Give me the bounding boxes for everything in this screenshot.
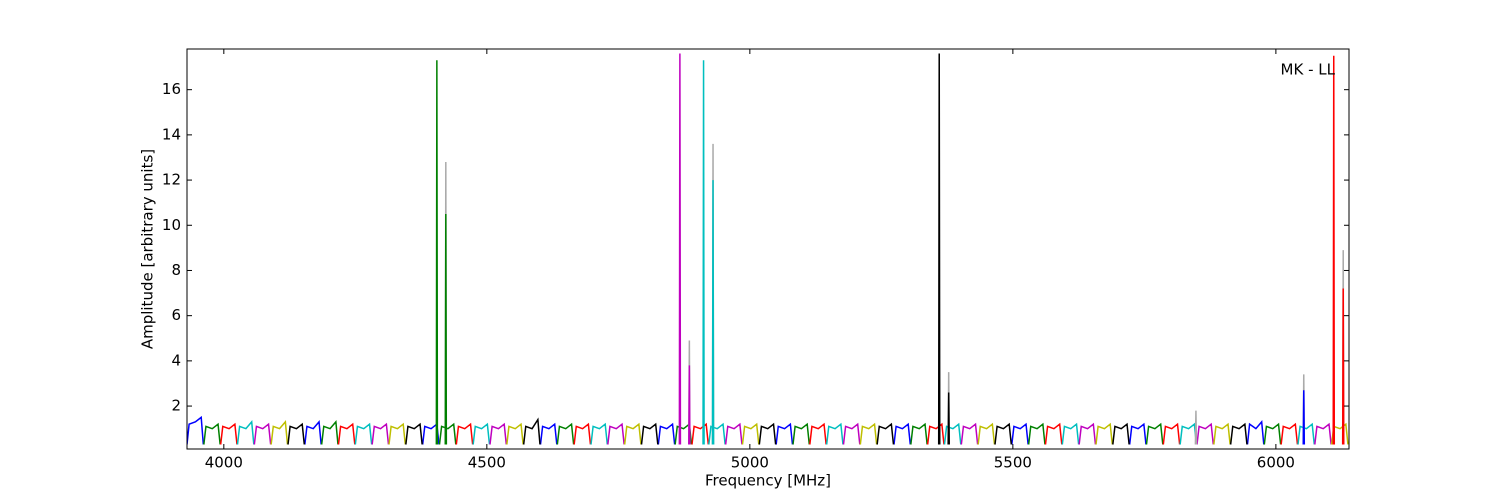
series-line — [1332, 55, 1336, 445]
y-axis-label: Amplitude [arbitrary units] — [139, 149, 157, 349]
x-axis-label: Frequency [MHz] — [705, 472, 831, 490]
series-line — [702, 60, 705, 445]
y-tick-label: 12 — [162, 171, 181, 189]
series-line — [435, 60, 439, 445]
series-line — [236, 420, 1316, 445]
series-line — [1302, 390, 1306, 445]
x-tick-label: 5000 — [731, 454, 769, 472]
series-line — [937, 53, 941, 445]
x-tick-label: 6000 — [1257, 454, 1295, 472]
y-tick-label: 14 — [162, 125, 181, 143]
series-line — [287, 417, 1248, 445]
plot-frame — [186, 48, 1350, 450]
series-line — [711, 180, 715, 445]
series-line — [678, 53, 682, 445]
annotation: MK - LL — [1281, 61, 1336, 79]
y-tick-label: 10 — [162, 216, 181, 234]
series-line — [203, 420, 1282, 445]
x-tick-label: 5500 — [994, 454, 1032, 472]
y-tick-label: 16 — [162, 80, 181, 98]
series-line — [947, 392, 950, 445]
series-line — [270, 420, 1349, 445]
y-tick-label: 6 — [171, 306, 181, 324]
x-tick-label: 4000 — [205, 454, 243, 472]
series-line — [219, 422, 1299, 445]
series-line — [444, 213, 448, 445]
series-line — [1341, 288, 1345, 445]
y-tick-label: 2 — [171, 397, 181, 415]
series-line — [688, 365, 691, 445]
series-line — [187, 415, 1265, 445]
y-tick-label: 8 — [171, 261, 181, 279]
x-tick-label: 4500 — [468, 454, 506, 472]
series-line — [253, 422, 1332, 445]
series-line — [1194, 410, 1198, 445]
y-tick-label: 4 — [171, 351, 181, 369]
